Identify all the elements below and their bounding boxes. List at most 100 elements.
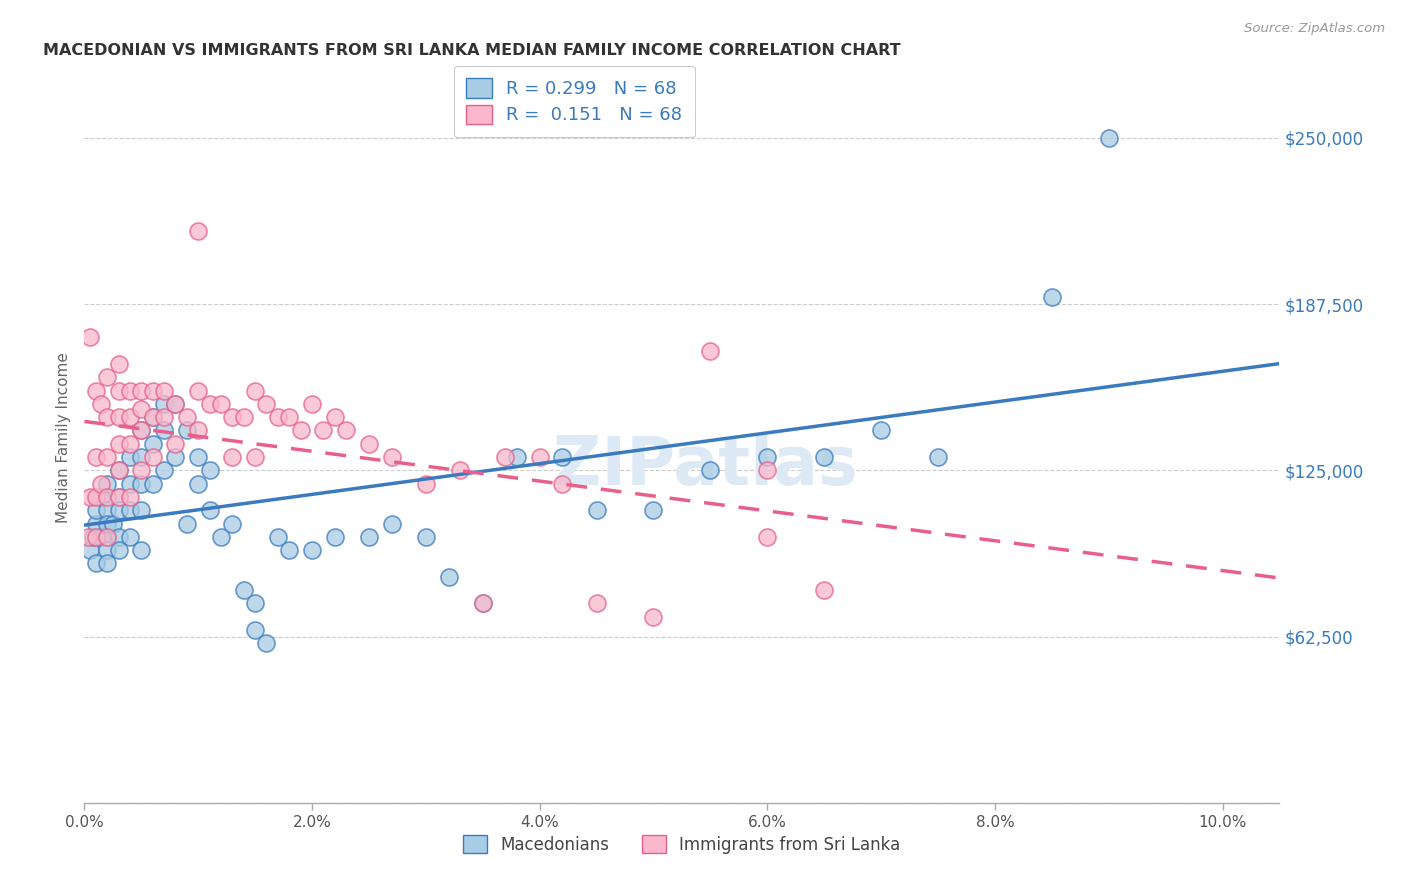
Point [290,424,312,438]
Point [84,384,107,398]
Point [84,450,107,464]
Point [209,397,232,411]
Point [96,530,118,544]
Point [129,463,152,477]
Point [756,450,779,464]
Point [107,410,129,425]
Text: MACEDONIAN VS IMMIGRANTS FROM SRI LANKA MEDIAN FAMILY INCOME CORRELATION CHART: MACEDONIAN VS IMMIGRANTS FROM SRI LANKA … [42,43,900,58]
Point [187,450,209,464]
Point [870,424,893,438]
Point [357,530,380,544]
Point [101,516,124,531]
Point [107,503,129,517]
Point [165,397,187,411]
Text: Source: ZipAtlas.com: Source: ZipAtlas.com [1244,22,1385,36]
Point [90,397,112,411]
Point [118,410,141,425]
Point [96,476,118,491]
Point [415,476,437,491]
Point [82,530,104,544]
Point [471,596,494,610]
Legend: Macedonians, Immigrants from Sri Lanka: Macedonians, Immigrants from Sri Lanka [457,829,907,860]
Point [118,384,141,398]
Point [96,450,118,464]
Point [153,463,176,477]
Point [335,424,357,438]
Point [153,410,176,425]
Point [243,623,266,637]
Point [198,503,221,517]
Point [643,609,665,624]
Point [96,516,118,531]
Point [107,463,129,477]
Point [76,530,98,544]
Point [198,463,221,477]
Point [118,490,141,504]
Point [643,503,665,517]
Point [529,450,551,464]
Point [90,476,112,491]
Point [267,410,290,425]
Point [165,436,187,450]
Point [551,450,574,464]
Point [129,402,152,417]
Point [142,410,165,425]
Point [153,397,176,411]
Point [142,410,165,425]
Point [79,330,101,344]
Point [323,410,346,425]
Point [129,450,152,464]
Point [506,450,529,464]
Point [415,530,437,544]
Point [96,503,118,517]
Point [129,384,152,398]
Point [96,543,118,558]
Point [221,516,243,531]
Point [118,530,141,544]
Point [79,543,101,558]
Point [471,596,494,610]
Point [1040,290,1063,304]
Point [243,384,266,398]
Point [209,530,232,544]
Point [90,490,112,504]
Point [381,516,404,531]
Point [84,530,107,544]
Point [118,476,141,491]
Point [699,343,721,358]
Point [278,410,301,425]
Point [256,397,278,411]
Point [198,397,221,411]
Point [96,370,118,384]
Point [756,530,779,544]
Point [176,516,198,531]
Point [495,450,517,464]
Point [96,530,118,544]
Point [165,450,187,464]
Point [278,543,301,558]
Point [312,424,335,438]
Point [79,490,101,504]
Point [118,450,141,464]
Point [813,450,835,464]
Point [301,543,323,558]
Point [142,384,165,398]
Point [176,410,198,425]
Point [221,450,243,464]
Point [585,503,607,517]
Point [96,490,118,504]
Point [176,424,198,438]
Point [187,384,209,398]
Point [256,636,278,650]
Point [267,530,290,544]
Point [107,463,129,477]
Point [381,450,404,464]
Point [187,224,209,238]
Point [756,463,779,477]
Point [129,424,152,438]
Point [142,450,165,464]
Point [118,436,141,450]
Y-axis label: Median Family Income: Median Family Income [56,351,72,523]
Point [107,490,129,504]
Point [129,543,152,558]
